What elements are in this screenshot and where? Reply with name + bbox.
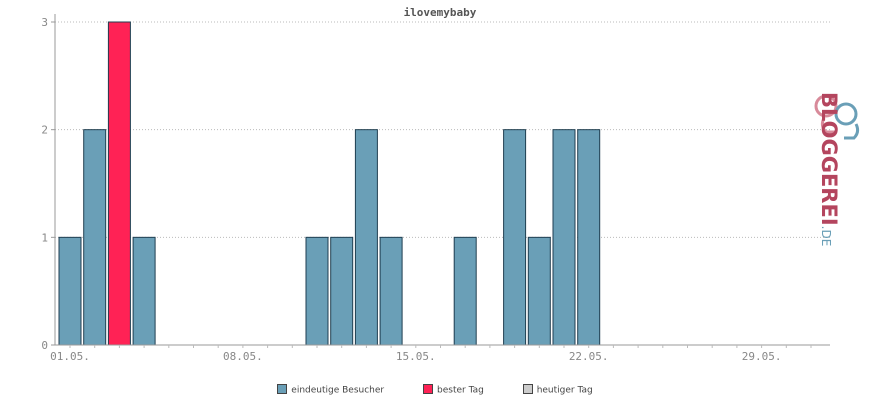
x-tick-label: 29.05.	[742, 350, 782, 363]
bar	[527, 236, 551, 346]
legend-swatch-visitors	[277, 384, 288, 394]
logo-tld: .DE	[819, 225, 833, 247]
y-tick-label: 0	[41, 339, 48, 352]
bar	[354, 129, 378, 346]
bar	[577, 129, 601, 346]
bar	[379, 236, 403, 346]
tick-labels: 0 1 2 3 01.05. 08.05. 15.05. 22.05. 29.05.	[41, 16, 781, 363]
y-tick-label: 3	[41, 16, 48, 29]
y-tick-label: 1	[41, 231, 48, 244]
legend-swatch-best-day	[423, 384, 433, 394]
bloggerei-logo-wordmark: BLOGGEREI.DE	[817, 92, 841, 246]
x-tick-label: 22.05.	[569, 350, 609, 363]
bloggerei-logo-icon	[814, 94, 860, 140]
bar	[453, 236, 477, 346]
axes	[51, 14, 830, 348]
bar	[58, 236, 82, 346]
legend-label-best-day: bester Tag	[437, 385, 484, 396]
legend-item-best-day: bester Tag	[423, 384, 484, 396]
y-tick-label: 2	[41, 124, 48, 137]
bar	[132, 236, 156, 346]
bar	[83, 129, 107, 346]
chart-title: ilovemybaby	[404, 6, 477, 19]
x-tick-label: 15.05.	[396, 350, 436, 363]
bars-group	[58, 21, 601, 346]
bar	[552, 129, 576, 346]
logo-word: BLOGGEREI	[817, 92, 841, 226]
bar	[305, 236, 329, 346]
bar	[503, 129, 527, 346]
legend-item-visitors: eindeutige Besucher	[277, 384, 385, 396]
legend-label-today: heutiger Tag	[536, 385, 593, 396]
x-tick-label: 08.05.	[223, 350, 263, 363]
bar	[330, 236, 354, 346]
legend-label-visitors: eindeutige Besucher	[291, 385, 385, 396]
legend-item-today: heutiger Tag	[522, 384, 593, 396]
grid-lines	[55, 21, 830, 238]
bar-best-day	[107, 21, 131, 346]
chart-legend: eindeutige Besucher bester Tag heutiger …	[0, 384, 870, 396]
x-tick-label: 01.05.	[50, 350, 90, 363]
legend-swatch-today	[522, 384, 533, 394]
